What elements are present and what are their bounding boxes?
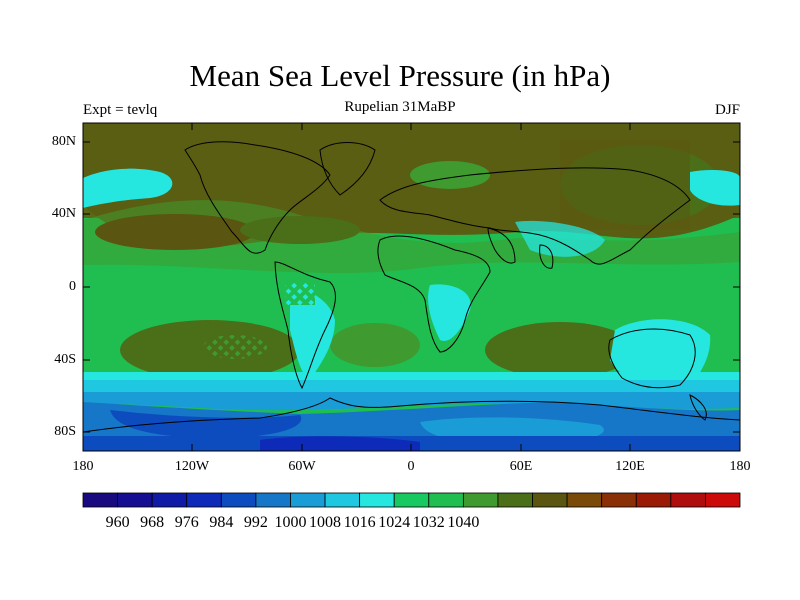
colorbar-label: 1032 — [412, 514, 445, 531]
x-tick-label: 180 — [729, 459, 751, 474]
colorbar-box — [428, 492, 464, 508]
africa-outline — [377, 235, 491, 353]
colorbar-box — [117, 492, 153, 508]
colorbar-label: 1040 — [447, 514, 480, 531]
colorbar-box — [290, 492, 326, 508]
south-america-outline — [274, 261, 336, 390]
colorbar-box — [497, 492, 533, 508]
colorbar-label: 1000 — [274, 514, 307, 531]
x-tick-label: 60E — [509, 459, 533, 474]
colorbar-label: 1024 — [378, 514, 411, 531]
colorbar-label: 984 — [209, 514, 234, 531]
tick-marks — [82, 123, 741, 451]
chart-title: Mean Sea Level Pressure (in hPa) — [189, 58, 611, 93]
x-tick-label: 0 — [407, 459, 415, 474]
colorbar-box — [670, 492, 706, 508]
greenland-outline — [319, 142, 376, 196]
south-america-low — [290, 285, 335, 380]
x-tick-label: 180 — [72, 459, 94, 474]
season-label: DJF — [714, 102, 740, 118]
colorbar-box — [635, 492, 672, 508]
colorbar-label: 1008 — [309, 514, 342, 531]
colorbar-box — [255, 492, 291, 508]
antarctica-outline — [83, 397, 740, 433]
colorbar-box — [705, 492, 741, 508]
colorbar-label: 968 — [140, 514, 165, 531]
subtropical-high-north-pacific — [95, 214, 255, 250]
colorbar-box — [393, 492, 430, 508]
coastlines — [83, 141, 740, 433]
colorbar-box — [186, 492, 222, 508]
y-tick-label: 40N — [51, 206, 76, 221]
eurasia-outline — [379, 167, 691, 265]
north-pacific-low — [83, 168, 173, 208]
australia-outline — [608, 328, 696, 389]
colorbar — [82, 492, 741, 508]
colorbar-box — [601, 492, 637, 508]
colorbar-label: 960 — [105, 514, 130, 531]
colorbar-box — [82, 492, 118, 508]
colorbar-box — [566, 492, 603, 508]
x-tick-label: 120E — [615, 459, 645, 474]
colorbar-box — [462, 492, 499, 508]
north-america-outline — [184, 141, 331, 254]
colorbar-label: 976 — [174, 514, 199, 531]
y-tick-label: 40S — [54, 352, 76, 367]
x-tick-label: 60W — [288, 459, 316, 474]
colorbar-box — [324, 492, 361, 508]
colorbar-box — [151, 492, 188, 508]
experiment-label: Expt = tevlq — [83, 102, 158, 118]
y-tick-label: 80S — [54, 424, 76, 439]
colorbar-label: 1016 — [343, 514, 376, 531]
colorbar-box — [220, 492, 257, 508]
y-tick-label: 0 — [69, 279, 76, 294]
africa-low — [428, 284, 471, 341]
colorbar-label: 992 — [243, 514, 268, 531]
southern-subtropical-high-indian — [485, 322, 635, 378]
chart-subtitle: Rupelian 31MaBP — [344, 99, 456, 115]
y-tick-label: 80N — [51, 134, 76, 149]
india-outline — [539, 244, 554, 269]
colorbar-box — [532, 492, 568, 508]
x-tick-label: 120W — [174, 459, 210, 474]
colorbar-box — [359, 492, 395, 508]
